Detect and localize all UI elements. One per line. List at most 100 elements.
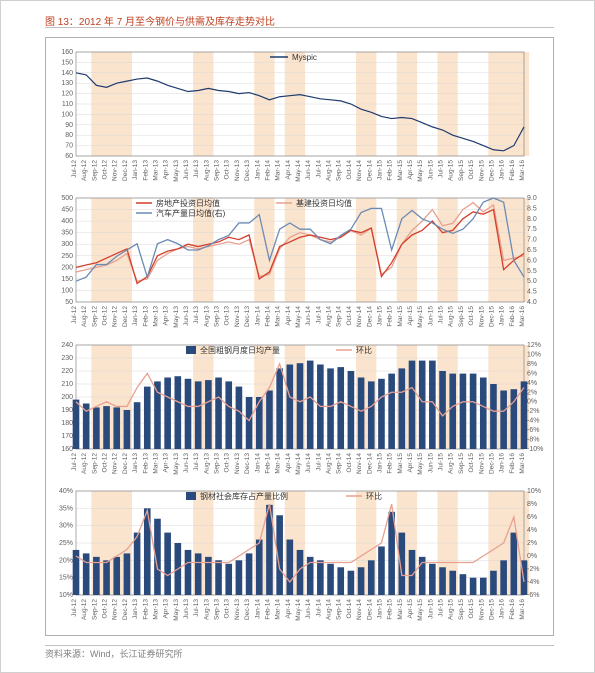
svg-text:May-13: May-13: [173, 306, 180, 328]
svg-text:7.5: 7.5: [527, 226, 537, 233]
svg-text:5.5: 5.5: [527, 268, 537, 275]
svg-text:Sep-13: Sep-13: [214, 306, 221, 327]
svg-text:Nov-14: Nov-14: [356, 452, 363, 473]
svg-text:250: 250: [61, 253, 73, 260]
svg-text:Dec-12: Dec-12: [122, 452, 129, 473]
svg-text:4%: 4%: [527, 379, 537, 386]
svg-text:全国粗钢月度日均产量: 全国粗钢月度日均产量: [200, 345, 280, 355]
svg-text:环比: 环比: [366, 491, 382, 501]
svg-text:May-15: May-15: [417, 598, 424, 620]
svg-text:Sep-15: Sep-15: [458, 598, 465, 619]
svg-text:May-15: May-15: [417, 160, 424, 182]
svg-text:Jun-15: Jun-15: [427, 452, 434, 472]
svg-text:Sep-15: Sep-15: [458, 452, 465, 473]
svg-text:350: 350: [61, 230, 73, 237]
svg-text:6.0: 6.0: [527, 258, 537, 265]
figure-title: 图 13：2012 年 7 月至今钢价与供需及库存走势对比: [45, 13, 275, 28]
svg-text:35%: 35%: [59, 505, 73, 512]
svg-text:环比: 环比: [356, 345, 372, 355]
svg-text:Jul-15: Jul-15: [438, 598, 445, 616]
svg-text:-2%: -2%: [527, 408, 539, 415]
svg-text:100: 100: [61, 288, 73, 295]
svg-text:90: 90: [65, 122, 73, 129]
svg-text:Sep-15: Sep-15: [458, 306, 465, 327]
svg-text:Dec-13: Dec-13: [244, 160, 251, 181]
svg-text:Dec-15: Dec-15: [488, 452, 495, 473]
svg-text:Jan-16: Jan-16: [499, 452, 506, 472]
svg-text:Nov-14: Nov-14: [356, 160, 363, 181]
svg-text:Jul-13: Jul-13: [193, 306, 200, 324]
svg-text:Nov-12: Nov-12: [112, 598, 119, 619]
svg-text:Feb-15: Feb-15: [387, 598, 394, 619]
svg-text:Dec-15: Dec-15: [488, 598, 495, 619]
svg-text:Dec-15: Dec-15: [488, 160, 495, 181]
svg-text:Jun-13: Jun-13: [183, 452, 190, 472]
svg-text:8%: 8%: [527, 360, 537, 367]
svg-text:Oct-13: Oct-13: [224, 306, 231, 326]
svg-text:Apr-13: Apr-13: [163, 306, 170, 326]
svg-text:Sep-13: Sep-13: [214, 160, 221, 181]
svg-text:Aug-13: Aug-13: [203, 598, 210, 619]
svg-text:0%: 0%: [527, 398, 537, 405]
svg-text:Jan-13: Jan-13: [132, 452, 139, 472]
svg-text:Sep-14: Sep-14: [336, 598, 343, 619]
svg-text:210: 210: [61, 381, 73, 388]
svg-text:Sep-12: Sep-12: [91, 598, 98, 619]
svg-text:Sep-14: Sep-14: [336, 160, 343, 181]
svg-text:Feb-16: Feb-16: [509, 160, 516, 181]
svg-text:Jun-14: Jun-14: [305, 598, 312, 618]
svg-text:8.0: 8.0: [527, 216, 537, 223]
svg-text:Feb-13: Feb-13: [142, 306, 149, 327]
svg-text:Mar-16: Mar-16: [519, 598, 526, 619]
svg-text:May-15: May-15: [417, 452, 424, 474]
svg-text:Oct-14: Oct-14: [346, 160, 353, 180]
svg-text:Aug-15: Aug-15: [448, 160, 455, 181]
svg-text:Nov-13: Nov-13: [234, 160, 241, 181]
svg-text:Mar-15: Mar-15: [397, 160, 404, 181]
svg-text:Feb-14: Feb-14: [264, 598, 271, 619]
svg-text:8.5: 8.5: [527, 206, 537, 213]
svg-text:10%: 10%: [59, 592, 73, 599]
svg-text:10%: 10%: [527, 488, 541, 495]
svg-text:Aug-13: Aug-13: [203, 160, 210, 181]
svg-text:140: 140: [61, 70, 73, 77]
svg-text:Apr-14: Apr-14: [285, 452, 292, 472]
svg-text:Jun-14: Jun-14: [305, 452, 312, 472]
svg-text:120: 120: [61, 91, 73, 98]
svg-text:70: 70: [65, 143, 73, 150]
svg-text:150: 150: [61, 276, 73, 283]
svg-text:Nov-15: Nov-15: [478, 598, 485, 619]
svg-text:Jul-15: Jul-15: [438, 306, 445, 324]
svg-text:Jun-13: Jun-13: [183, 160, 190, 180]
svg-text:Jul-14: Jul-14: [315, 160, 322, 178]
svg-text:240: 240: [61, 342, 73, 349]
svg-text:Apr-15: Apr-15: [407, 598, 414, 618]
svg-text:Mar-16: Mar-16: [519, 452, 526, 473]
svg-text:Myspic: Myspic: [292, 53, 317, 62]
svg-text:Dec-12: Dec-12: [122, 160, 129, 181]
svg-text:Mar-14: Mar-14: [275, 452, 282, 473]
svg-text:Dec-15: Dec-15: [488, 306, 495, 327]
svg-text:Nov-13: Nov-13: [234, 306, 241, 327]
svg-text:Nov-14: Nov-14: [356, 598, 363, 619]
panel-4: 10%15%20%25%30%35%40%-6%-4%-2%0%2%4%6%8%…: [50, 483, 549, 629]
svg-text:Aug-14: Aug-14: [326, 598, 333, 619]
svg-text:Jan-14: Jan-14: [254, 306, 261, 326]
svg-text:Jul-15: Jul-15: [438, 452, 445, 470]
svg-text:May-14: May-14: [295, 452, 302, 474]
svg-text:Feb-14: Feb-14: [264, 452, 271, 473]
svg-text:Oct-12: Oct-12: [102, 598, 109, 618]
svg-text:Feb-14: Feb-14: [264, 306, 271, 327]
svg-text:Sep-12: Sep-12: [91, 160, 98, 181]
svg-text:Dec-13: Dec-13: [244, 306, 251, 327]
svg-text:Jul-12: Jul-12: [71, 598, 78, 616]
svg-text:May-14: May-14: [295, 306, 302, 328]
svg-text:0%: 0%: [527, 553, 537, 560]
svg-text:房地产投资日均值: 房地产投资日均值: [156, 198, 220, 208]
svg-text:Dec-13: Dec-13: [244, 598, 251, 619]
svg-text:Apr-15: Apr-15: [407, 160, 414, 180]
svg-text:500: 500: [61, 195, 73, 202]
svg-text:Jun-13: Jun-13: [183, 598, 190, 618]
svg-text:Oct-12: Oct-12: [102, 306, 109, 326]
svg-text:Apr-15: Apr-15: [407, 306, 414, 326]
